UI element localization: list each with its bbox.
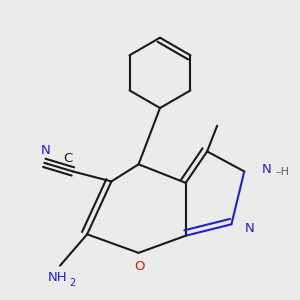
Text: NH: NH — [48, 271, 68, 284]
Text: N: N — [261, 163, 271, 176]
Text: –H: –H — [276, 167, 289, 177]
Text: 2: 2 — [69, 278, 75, 288]
Text: O: O — [134, 260, 145, 273]
Text: N: N — [244, 222, 254, 235]
Text: C: C — [63, 152, 72, 165]
Text: N: N — [41, 143, 50, 157]
